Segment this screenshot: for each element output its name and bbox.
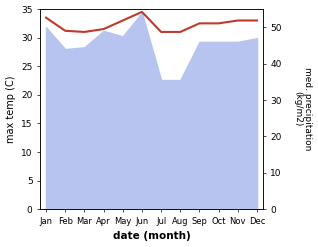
Y-axis label: max temp (C): max temp (C) (5, 75, 16, 143)
X-axis label: date (month): date (month) (113, 231, 190, 242)
Y-axis label: med. precipitation
(kg/m2): med. precipitation (kg/m2) (293, 67, 313, 151)
